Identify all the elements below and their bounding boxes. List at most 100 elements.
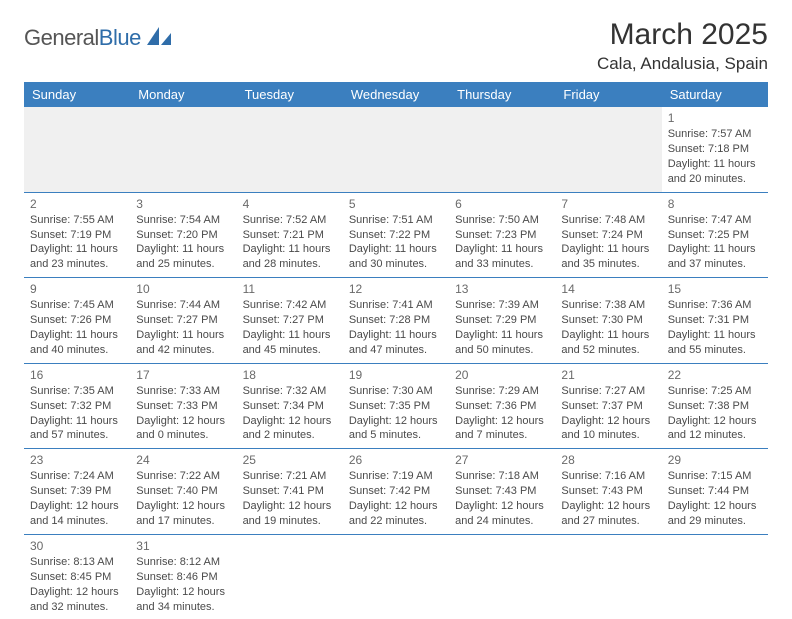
sunrise-text: Sunrise: 7:35 AM: [30, 384, 124, 399]
sunset-text: Sunset: 7:19 PM: [30, 228, 124, 243]
daylight-text: Daylight: 12 hours and 10 minutes.: [561, 414, 655, 444]
calendar-day: 17Sunrise: 7:33 AMSunset: 7:33 PMDayligh…: [130, 363, 236, 449]
day-number: 15: [668, 281, 762, 297]
sunset-text: Sunset: 7:24 PM: [561, 228, 655, 243]
daylight-text: Daylight: 11 hours and 47 minutes.: [349, 328, 443, 358]
sunset-text: Sunset: 8:46 PM: [136, 570, 230, 585]
calendar-day: 9Sunrise: 7:45 AMSunset: 7:26 PMDaylight…: [24, 278, 130, 364]
daylight-text: Daylight: 12 hours and 34 minutes.: [136, 585, 230, 615]
daylight-text: Daylight: 12 hours and 22 minutes.: [349, 499, 443, 529]
sunset-text: Sunset: 7:35 PM: [349, 399, 443, 414]
calendar-day: 4Sunrise: 7:52 AMSunset: 7:21 PMDaylight…: [237, 192, 343, 278]
daylight-text: Daylight: 12 hours and 29 minutes.: [668, 499, 762, 529]
sunset-text: Sunset: 7:20 PM: [136, 228, 230, 243]
sunset-text: Sunset: 7:27 PM: [136, 313, 230, 328]
daylight-text: Daylight: 11 hours and 30 minutes.: [349, 242, 443, 272]
brand-logo: GeneralBlue: [24, 18, 173, 58]
sunset-text: Sunset: 7:36 PM: [455, 399, 549, 414]
daylight-text: Daylight: 12 hours and 5 minutes.: [349, 414, 443, 444]
weekday-row: SundayMondayTuesdayWednesdayThursdayFrid…: [24, 82, 768, 107]
sunrise-text: Sunrise: 7:38 AM: [561, 298, 655, 313]
sunset-text: Sunset: 7:28 PM: [349, 313, 443, 328]
calendar-empty: [24, 107, 130, 192]
calendar-head: SundayMondayTuesdayWednesdayThursdayFrid…: [24, 82, 768, 107]
daylight-text: Daylight: 11 hours and 35 minutes.: [561, 242, 655, 272]
day-number: 20: [455, 367, 549, 383]
day-number: 3: [136, 196, 230, 212]
sunrise-text: Sunrise: 7:52 AM: [243, 213, 337, 228]
sunrise-text: Sunrise: 7:39 AM: [455, 298, 549, 313]
calendar-empty: [449, 534, 555, 619]
sunrise-text: Sunrise: 7:50 AM: [455, 213, 549, 228]
daylight-text: Daylight: 12 hours and 12 minutes.: [668, 414, 762, 444]
sunrise-text: Sunrise: 7:24 AM: [30, 469, 124, 484]
daylight-text: Daylight: 12 hours and 2 minutes.: [243, 414, 337, 444]
day-number: 6: [455, 196, 549, 212]
daylight-text: Daylight: 12 hours and 24 minutes.: [455, 499, 549, 529]
daylight-text: Daylight: 12 hours and 32 minutes.: [30, 585, 124, 615]
day-number: 7: [561, 196, 655, 212]
day-number: 1: [668, 110, 762, 126]
sunset-text: Sunset: 7:44 PM: [668, 484, 762, 499]
sunset-text: Sunset: 7:43 PM: [561, 484, 655, 499]
calendar-day: 14Sunrise: 7:38 AMSunset: 7:30 PMDayligh…: [555, 278, 661, 364]
calendar-empty: [343, 534, 449, 619]
calendar-day: 2Sunrise: 7:55 AMSunset: 7:19 PMDaylight…: [24, 192, 130, 278]
weekday-header: Monday: [130, 82, 236, 107]
sunrise-text: Sunrise: 7:27 AM: [561, 384, 655, 399]
daylight-text: Daylight: 12 hours and 27 minutes.: [561, 499, 655, 529]
calendar-day: 10Sunrise: 7:44 AMSunset: 7:27 PMDayligh…: [130, 278, 236, 364]
daylight-text: Daylight: 12 hours and 19 minutes.: [243, 499, 337, 529]
calendar-day: 18Sunrise: 7:32 AMSunset: 7:34 PMDayligh…: [237, 363, 343, 449]
calendar-day: 31Sunrise: 8:12 AMSunset: 8:46 PMDayligh…: [130, 534, 236, 619]
calendar-empty: [555, 534, 661, 619]
sunrise-text: Sunrise: 7:44 AM: [136, 298, 230, 313]
day-number: 8: [668, 196, 762, 212]
weekday-header: Wednesday: [343, 82, 449, 107]
calendar-week: 9Sunrise: 7:45 AMSunset: 7:26 PMDaylight…: [24, 278, 768, 364]
sunset-text: Sunset: 7:18 PM: [668, 142, 762, 157]
calendar-day: 5Sunrise: 7:51 AMSunset: 7:22 PMDaylight…: [343, 192, 449, 278]
month-title: March 2025: [597, 18, 768, 52]
sunrise-text: Sunrise: 7:47 AM: [668, 213, 762, 228]
calendar-empty: [449, 107, 555, 192]
sunset-text: Sunset: 7:31 PM: [668, 313, 762, 328]
calendar-day: 8Sunrise: 7:47 AMSunset: 7:25 PMDaylight…: [662, 192, 768, 278]
calendar-empty: [343, 107, 449, 192]
calendar-week: 1Sunrise: 7:57 AMSunset: 7:18 PMDaylight…: [24, 107, 768, 192]
sunrise-text: Sunrise: 7:33 AM: [136, 384, 230, 399]
calendar-day: 15Sunrise: 7:36 AMSunset: 7:31 PMDayligh…: [662, 278, 768, 364]
day-number: 10: [136, 281, 230, 297]
day-number: 13: [455, 281, 549, 297]
calendar-week: 23Sunrise: 7:24 AMSunset: 7:39 PMDayligh…: [24, 449, 768, 535]
calendar-day: 6Sunrise: 7:50 AMSunset: 7:23 PMDaylight…: [449, 192, 555, 278]
weekday-header: Sunday: [24, 82, 130, 107]
day-number: 19: [349, 367, 443, 383]
day-number: 16: [30, 367, 124, 383]
calendar-day: 16Sunrise: 7:35 AMSunset: 7:32 PMDayligh…: [24, 363, 130, 449]
brand-part1: General: [24, 25, 99, 50]
day-number: 11: [243, 281, 337, 297]
sunset-text: Sunset: 8:45 PM: [30, 570, 124, 585]
calendar-week: 2Sunrise: 7:55 AMSunset: 7:19 PMDaylight…: [24, 192, 768, 278]
daylight-text: Daylight: 12 hours and 0 minutes.: [136, 414, 230, 444]
sunrise-text: Sunrise: 7:57 AM: [668, 127, 762, 142]
sunset-text: Sunset: 7:39 PM: [30, 484, 124, 499]
day-number: 2: [30, 196, 124, 212]
day-number: 29: [668, 452, 762, 468]
weekday-header: Tuesday: [237, 82, 343, 107]
daylight-text: Daylight: 11 hours and 52 minutes.: [561, 328, 655, 358]
weekday-header: Saturday: [662, 82, 768, 107]
calendar-day: 30Sunrise: 8:13 AMSunset: 8:45 PMDayligh…: [24, 534, 130, 619]
daylight-text: Daylight: 12 hours and 17 minutes.: [136, 499, 230, 529]
calendar-table: SundayMondayTuesdayWednesdayThursdayFrid…: [24, 82, 768, 619]
sunrise-text: Sunrise: 7:45 AM: [30, 298, 124, 313]
sunrise-text: Sunrise: 7:36 AM: [668, 298, 762, 313]
sunset-text: Sunset: 7:30 PM: [561, 313, 655, 328]
calendar-day: 12Sunrise: 7:41 AMSunset: 7:28 PMDayligh…: [343, 278, 449, 364]
calendar-empty: [555, 107, 661, 192]
sunrise-text: Sunrise: 7:16 AM: [561, 469, 655, 484]
sunrise-text: Sunrise: 7:51 AM: [349, 213, 443, 228]
calendar-day: 19Sunrise: 7:30 AMSunset: 7:35 PMDayligh…: [343, 363, 449, 449]
calendar-empty: [237, 534, 343, 619]
